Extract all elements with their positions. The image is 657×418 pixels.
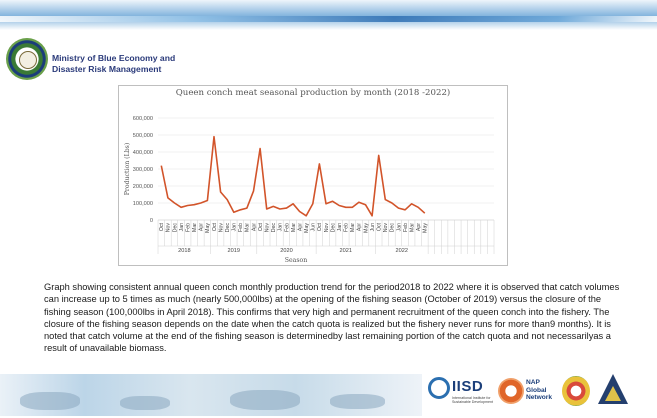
y-tick-label: 300,000 xyxy=(133,167,153,173)
iisd-logo: IISD International Institute for Sustain… xyxy=(428,376,496,406)
nap-logo-text: NAP Global Network xyxy=(526,379,552,402)
banner-wave xyxy=(0,16,657,22)
x-month-label: Nov xyxy=(218,223,224,233)
x-month-label: Oct xyxy=(317,222,323,231)
x-month-label: Oct xyxy=(258,222,264,231)
x-month-label: Mar xyxy=(291,223,297,232)
nap-line-1: NAP xyxy=(526,379,540,386)
partner-badge-logo xyxy=(562,376,590,406)
x-month-label: Dec xyxy=(271,223,277,233)
x-month-label: Feb xyxy=(284,223,290,232)
seal-shield xyxy=(19,51,37,69)
nap-circle-icon xyxy=(498,378,524,404)
x-month-label: Mar xyxy=(350,223,356,232)
x-month-label: Apr xyxy=(251,223,257,231)
x-season-label: 2020 xyxy=(280,248,292,254)
x-season-label: 2022 xyxy=(396,248,408,254)
chart-svg: 0 100,000 200,000 300,000 400,000 500,000 600,… xyxy=(124,116,495,264)
x-month-label: May xyxy=(423,223,429,233)
production-series-line xyxy=(160,135,426,217)
x-month-label: Dec xyxy=(225,223,231,233)
x-month-label: Apr xyxy=(357,223,363,231)
y-tick-label: 500,000 xyxy=(133,133,153,139)
iisd-logo-text: IISD xyxy=(452,378,484,395)
x-month-label: Mar xyxy=(409,223,415,232)
y-tick-label: 200,000 xyxy=(133,184,153,190)
nap-line-2: Global xyxy=(526,386,547,394)
x-month-label: Jan xyxy=(232,223,238,231)
coastal-photo-strip xyxy=(0,374,422,416)
x-season-label: 2021 xyxy=(340,248,352,254)
y-axis-label: Production (Lbs) xyxy=(124,143,131,195)
x-season-label: 2019 xyxy=(228,248,240,254)
x-month-label: Apr xyxy=(199,223,205,231)
x-month-label: Mar xyxy=(192,223,198,232)
x-axis-label: Season xyxy=(285,257,307,264)
x-month-label: May xyxy=(363,223,369,233)
x-month-label: Jan xyxy=(396,223,402,231)
x-month-label: Jun xyxy=(311,223,317,231)
y-tick-label: 0 xyxy=(150,218,153,224)
x-month-label: Jan xyxy=(337,223,343,231)
nap-line-3: Network xyxy=(526,394,553,402)
x-month-label: Jan xyxy=(278,223,284,231)
x-month-label: Oct xyxy=(377,222,383,231)
iisd-ring-icon xyxy=(428,377,450,399)
header-banner xyxy=(0,0,657,30)
x-month-label: Apr xyxy=(416,223,422,231)
x-month-label: Dec xyxy=(330,223,336,233)
x-month-label: May xyxy=(205,223,211,233)
x-month-label: Nov xyxy=(383,223,389,233)
x-month-label: Mar xyxy=(245,223,251,232)
x-month-label: Feb xyxy=(238,223,244,232)
x-month-label: Nov xyxy=(324,223,330,233)
x-month-label: Feb xyxy=(185,223,191,232)
x-month-label: Jan xyxy=(179,223,185,231)
x-month-label: Nov xyxy=(166,223,172,233)
x-month-label: May xyxy=(304,223,310,233)
ministry-name: Ministry of Blue Economy and Disaster Ri… xyxy=(52,53,175,74)
footer xyxy=(0,372,657,418)
x-month-label: Apr xyxy=(297,223,303,231)
chart-caption: Graph showing consistent annual queen co… xyxy=(44,281,624,355)
x-month-label: Oct xyxy=(212,222,218,231)
production-chart: Queen conch meat seasonal production by … xyxy=(118,85,508,266)
iisd-logo-subtitle: International Institute for Sustainable … xyxy=(452,396,493,404)
x-month-label: Oct xyxy=(159,222,165,231)
x-month-label: Feb xyxy=(344,223,350,232)
x-month-label: Dec xyxy=(390,223,396,233)
x-month-label: Feb xyxy=(403,223,409,232)
triangle-emblem-inner-icon xyxy=(605,386,621,401)
belize-coat-of-arms-logo xyxy=(6,38,48,80)
y-tick-label: 600,000 xyxy=(133,116,153,122)
ministry-line-2: Disaster Risk Management xyxy=(52,63,162,74)
chart-title: Queen conch meat seasonal production by … xyxy=(175,88,451,98)
x-season-label: 2018 xyxy=(178,248,190,254)
caption-text: Graph showing consistent annual queen co… xyxy=(44,282,620,354)
x-month-label: Nov xyxy=(265,223,271,233)
y-tick-label: 400,000 xyxy=(133,150,153,156)
ministry-line-1: Ministry of Blue Economy and xyxy=(52,53,176,63)
x-month-label: Dec xyxy=(172,223,178,233)
x-month-label: Jun xyxy=(370,223,376,231)
y-tick-label: 100,000 xyxy=(133,201,153,207)
nap-global-network-logo: NAP Global Network xyxy=(498,376,556,410)
